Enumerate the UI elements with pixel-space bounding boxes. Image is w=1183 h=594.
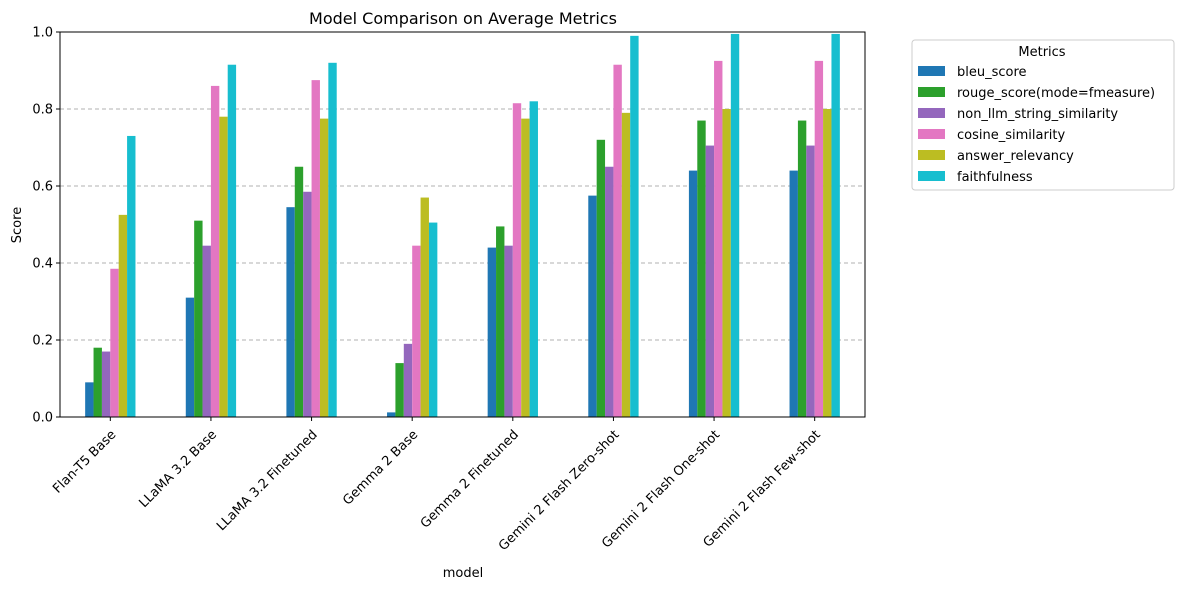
x-tick-label: Gemini 2 Flash Few-shot xyxy=(701,427,824,550)
bar-bleu_score xyxy=(688,170,698,417)
bar-non_llm_string_similarity xyxy=(705,145,715,417)
bar-cosine_similarity xyxy=(210,85,220,418)
bar-non_llm_string_similarity xyxy=(202,245,211,417)
y-axis-label: Score xyxy=(10,207,25,243)
chart-title: Model Comparison on Average Metrics xyxy=(309,9,617,28)
bar-rouge_score(mode=fmeasure) xyxy=(596,139,606,418)
x-axis-label: model xyxy=(443,566,483,581)
bar-rouge_score(mode=fmeasure) xyxy=(496,226,505,417)
bar-answer_relevancy xyxy=(621,112,631,417)
bar-answer_relevancy xyxy=(319,118,329,417)
bar-non_llm_string_similarity xyxy=(101,351,111,417)
bar-faithfulness xyxy=(328,62,337,418)
bar-faithfulness xyxy=(831,33,840,418)
legend-entry: rouge_score(mode=fmeasure) xyxy=(957,86,1155,101)
bar-bleu_score xyxy=(588,195,597,417)
x-tick-label: Gemini 2 Flash Zero-shot xyxy=(496,427,622,553)
legend-title: Metrics xyxy=(1018,45,1065,60)
bar-bleu_score xyxy=(185,297,195,417)
legend-entry: non_llm_string_similarity xyxy=(957,107,1118,122)
legend-swatch xyxy=(918,171,945,181)
x-tick-label: LLaMA 3.2 Base xyxy=(136,427,220,511)
y-tick-label: 0.0 xyxy=(32,411,53,426)
bar-faithfulness xyxy=(529,101,538,418)
y-tick-label: 0.4 xyxy=(32,257,53,272)
bar-non_llm_string_similarity xyxy=(403,343,413,417)
bar-non_llm_string_similarity xyxy=(504,245,513,417)
bar-bleu_score xyxy=(487,247,497,417)
bar-answer_relevancy xyxy=(420,197,429,417)
bar-answer_relevancy xyxy=(521,118,530,417)
bar-answer_relevancy xyxy=(118,214,128,417)
x-tick-label: LLaMA 3.2 Finetuned xyxy=(214,427,321,534)
legend-swatch xyxy=(918,150,945,160)
grid-lines xyxy=(60,108,865,341)
bar-answer_relevancy xyxy=(219,116,228,417)
bar-non_llm_string_similarity xyxy=(806,145,815,417)
bar-answer_relevancy xyxy=(722,109,731,417)
bar-rouge_score(mode=fmeasure) xyxy=(294,166,304,417)
bar-cosine_similarity xyxy=(613,64,622,417)
bar-cosine_similarity xyxy=(110,268,119,417)
bar-bleu_score xyxy=(387,412,396,417)
bar-faithfulness xyxy=(227,64,237,417)
bar-rouge_score(mode=fmeasure) xyxy=(194,220,203,417)
bar-rouge_score(mode=fmeasure) xyxy=(93,347,102,417)
legend-swatch xyxy=(918,87,945,97)
x-tick-label: Gemini 2 Flash One-shot xyxy=(599,427,723,551)
x-tick-label: Flan-T5 Base xyxy=(50,427,119,496)
bar-answer_relevancy xyxy=(823,109,832,417)
x-tick-label: Gemma 2 Base xyxy=(340,427,421,508)
bar-cosine_similarity xyxy=(714,60,723,417)
bar-cosine_similarity xyxy=(814,60,824,417)
bar-bleu_score xyxy=(286,207,295,417)
bar-rouge_score(mode=fmeasure) xyxy=(697,120,706,418)
x-tick-label: Gemma 2 Finetuned xyxy=(418,427,522,531)
bar-faithfulness xyxy=(127,135,136,417)
plot-area-frame xyxy=(59,31,866,418)
legend-entry: cosine_similarity xyxy=(957,128,1066,143)
legend-swatch xyxy=(918,66,945,76)
legend-entry: answer_relevancy xyxy=(957,149,1074,164)
bar-bleu_score xyxy=(789,170,798,417)
bar-non_llm_string_similarity xyxy=(303,191,312,417)
y-tick-label: 0.6 xyxy=(32,180,53,195)
legend-entry: bleu_score xyxy=(957,65,1027,80)
y-tick-label: 0.2 xyxy=(32,334,53,349)
bar-cosine_similarity xyxy=(512,103,522,417)
bar-faithfulness xyxy=(428,222,438,417)
legend-frame xyxy=(911,39,1175,191)
bar-rouge_score(mode=fmeasure) xyxy=(395,363,404,417)
bars xyxy=(85,33,840,418)
y-tick-label: 1.0 xyxy=(32,26,53,41)
legend-entry: faithfulness xyxy=(957,170,1033,185)
bar-non_llm_string_similarity xyxy=(605,166,614,417)
bar-cosine_similarity xyxy=(311,80,320,417)
legend-swatch xyxy=(918,129,945,139)
bar-faithfulness xyxy=(730,33,740,418)
bar-cosine_similarity xyxy=(412,245,421,417)
y-axis: 0.0 0.2 0.4 0.6 0.8 1.0 xyxy=(32,26,60,426)
legend: Metrics bleu_score rouge_score(mode=fmeas… xyxy=(911,39,1175,191)
y-tick-label: 0.8 xyxy=(32,103,53,118)
legend-swatch xyxy=(918,108,945,118)
bar-bleu_score xyxy=(85,382,94,417)
bar-faithfulness xyxy=(630,35,639,417)
bar-rouge_score(mode=fmeasure) xyxy=(797,120,807,418)
